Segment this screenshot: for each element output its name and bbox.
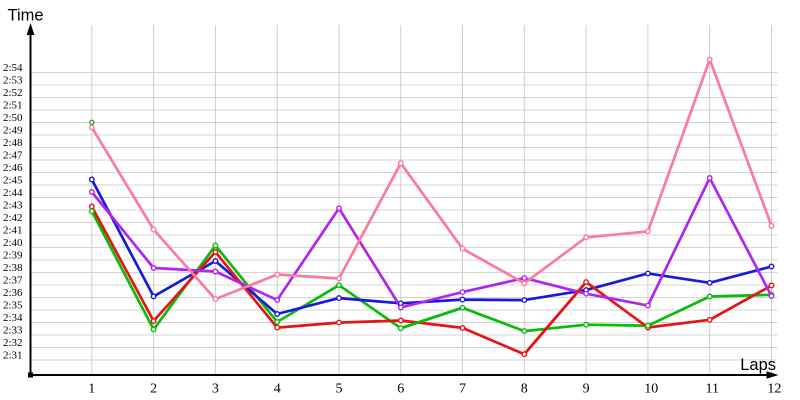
svg-text:6: 6 [397,381,404,396]
svg-text:Time: Time [8,6,44,24]
svg-text:2:43: 2:43 [3,199,23,211]
svg-text:2:45: 2:45 [3,174,23,186]
svg-text:2:54: 2:54 [3,62,23,74]
svg-text:2:40: 2:40 [3,237,23,249]
svg-text:2:41: 2:41 [3,224,23,236]
svg-text:2:44: 2:44 [3,187,23,199]
svg-text:5: 5 [336,381,343,396]
svg-text:Laps: Laps [740,356,776,374]
svg-text:2:38: 2:38 [3,262,23,274]
svg-text:2:50: 2:50 [3,112,23,124]
svg-text:2:51: 2:51 [3,99,23,111]
svg-text:2:37: 2:37 [3,274,23,286]
svg-text:7: 7 [459,381,466,396]
svg-text:2:35: 2:35 [3,299,23,311]
svg-text:10: 10 [644,381,658,396]
svg-text:2:32: 2:32 [3,337,23,349]
svg-text:9: 9 [583,381,590,396]
svg-text:12: 12 [767,381,781,396]
svg-text:2:48: 2:48 [3,137,23,149]
svg-text:4: 4 [274,381,281,396]
svg-text:2:36: 2:36 [3,287,23,299]
svg-text:11: 11 [706,381,719,396]
svg-text:2:33: 2:33 [3,324,23,336]
svg-text:8: 8 [521,381,528,396]
svg-text:2:31: 2:31 [3,349,23,361]
svg-text:2:46: 2:46 [3,162,23,174]
svg-text:2:42: 2:42 [3,212,23,224]
svg-text:3: 3 [212,381,219,396]
svg-text:2:53: 2:53 [3,74,23,86]
svg-text:1: 1 [88,381,95,396]
svg-text:2:34: 2:34 [3,312,23,324]
svg-text:2:49: 2:49 [3,124,23,136]
svg-text:2: 2 [150,381,157,396]
svg-text:2:52: 2:52 [3,87,23,99]
svg-text:2:39: 2:39 [3,249,23,261]
svg-text:2:47: 2:47 [3,149,23,161]
